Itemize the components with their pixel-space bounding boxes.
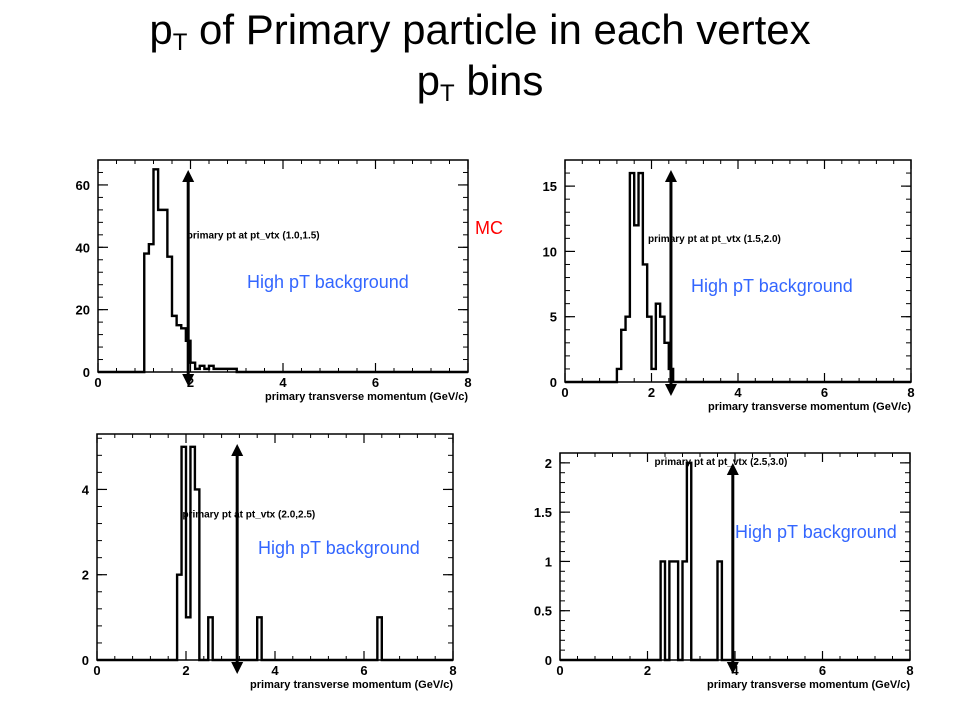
histogram-outline	[565, 171, 911, 384]
title-subscript: T	[439, 79, 455, 107]
histogram-outline	[97, 445, 453, 662]
x-tick-label: 4	[731, 663, 739, 678]
y-tick-label: 10	[543, 244, 557, 259]
x-tick-label: 8	[449, 663, 456, 678]
y-tick-label: 0	[82, 653, 89, 668]
cut-arrow-head-up	[664, 170, 677, 182]
title-p: p	[149, 6, 173, 53]
histogram-outline	[98, 168, 468, 374]
cut-arrow-head-up	[231, 444, 244, 456]
x-axis-label: primary transverse momentum (GeV/c)	[250, 679, 453, 691]
y-tick-label: 0.5	[534, 604, 552, 619]
x-tick-label: 0	[93, 663, 100, 678]
histogram-title: primary pt at pt_vtx (2.0,2.5)	[182, 510, 315, 521]
title-subscript: T	[172, 29, 188, 56]
x-tick-label: 0	[94, 375, 101, 390]
x-tick-label: 6	[360, 663, 367, 678]
y-tick-label: 5	[550, 310, 557, 325]
histogram-title: primary pt at pt_vtx (1.0,1.5)	[187, 230, 320, 241]
title-p: p	[416, 56, 440, 104]
y-tick-label: 2	[82, 568, 89, 583]
x-tick-label: 6	[819, 663, 826, 678]
x-tick-label: 4	[271, 663, 279, 678]
x-tick-label: 0	[556, 663, 563, 678]
title-line-1: pT of Primary particle in each vertex	[149, 6, 811, 56]
y-tick-label: 0	[550, 375, 557, 390]
y-tick-label: 0	[83, 365, 90, 380]
y-tick-label: 2	[545, 456, 552, 471]
title-line-2: pT bins	[416, 56, 544, 107]
x-tick-label: 2	[648, 385, 655, 400]
y-tick-label: 1	[545, 554, 552, 569]
title-text: bins	[454, 56, 544, 104]
mc-label: MC	[475, 218, 503, 238]
histogram-panel-2: 0 2 4 6 8 0 5 10 15 primary pt at pt_vtx (1.5,2.0…	[543, 159, 915, 413]
x-tick-label: 2	[187, 375, 194, 390]
histogram-2: 0 2 4 6 8 0 5 10 15 primary pt at pt_vtx (1.5,2.0…	[543, 159, 915, 413]
y-tick-label: 1.5	[534, 505, 552, 520]
x-tick-label: 6	[821, 385, 828, 400]
cut-arrow-head-up	[182, 170, 195, 182]
histogram-title: primary pt at pt_vtx (2.5,3.0)	[655, 457, 788, 468]
plot-frame	[559, 452, 911, 661]
histogram-3: 0 2 4 6 8 0 2 4 primary pt at pt_vtx (2.0,2.5) pr…	[82, 433, 457, 691]
background-label-3: High pT background	[258, 538, 420, 558]
cut-arrow-head-down	[231, 662, 244, 674]
background-label-4: High pT background	[735, 522, 897, 542]
title-text: of Primary particle in each vertex	[187, 6, 811, 53]
x-axis-label: primary transverse momentum (GeV/c)	[707, 679, 910, 691]
y-tick-label: 20	[76, 303, 90, 318]
y-tick-label: 0	[545, 653, 552, 668]
y-tick-label: 4	[82, 482, 90, 497]
x-tick-label: 2	[182, 663, 189, 678]
histogram-panel-4: 0 2 4 6 8 0 0.5 1 1.5 2 primary pt at pt_vtx (2.5,…	[534, 452, 914, 691]
x-tick-label: 6	[372, 375, 379, 390]
histogram-outline	[560, 461, 910, 662]
y-tick-label: 60	[76, 178, 90, 193]
background-label-2: High pT background	[691, 276, 853, 296]
x-axis-label: primary transverse momentum (GeV/c)	[265, 391, 468, 403]
cut-arrow-head-down	[664, 384, 677, 396]
cut-arrow-head-down	[726, 662, 739, 674]
slide-title: pT of Primary particle in each vertex pT…	[0, 6, 960, 108]
x-tick-label: 8	[907, 385, 914, 400]
x-tick-label: 0	[561, 385, 568, 400]
background-label-1: High pT background	[247, 272, 409, 292]
histogram-title: primary pt at pt_vtx (1.5,2.0)	[648, 234, 781, 245]
y-tick-label: 40	[76, 240, 90, 255]
x-tick-label: 4	[734, 385, 742, 400]
cut-arrow-head-down	[182, 374, 195, 386]
x-tick-label: 4	[279, 375, 287, 390]
histogram-4: 0 2 4 6 8 0 0.5 1 1.5 2 primary pt at pt_vtx (2.5,…	[534, 452, 914, 691]
x-tick-label: 2	[644, 663, 651, 678]
cut-arrow-head-up	[726, 463, 739, 475]
histogram-panel-1: 0 2 4 6 8 0 20 40 60 primary pt at pt_vtx (1.0,1.…	[40, 150, 480, 410]
x-tick-label: 8	[906, 663, 913, 678]
y-tick-label: 15	[543, 179, 557, 194]
x-axis-label: primary transverse momentum (GeV/c)	[708, 401, 911, 413]
x-tick-label: 8	[464, 375, 471, 390]
histogram-1: 0 2 4 6 8 0 20 40 60 primary pt at pt_vtx (1.0,1.…	[76, 159, 472, 403]
histogram-panel-3: 0 2 4 6 8 0 2 4 primary pt at pt_vtx (2.0,2.5) pr…	[82, 433, 457, 691]
